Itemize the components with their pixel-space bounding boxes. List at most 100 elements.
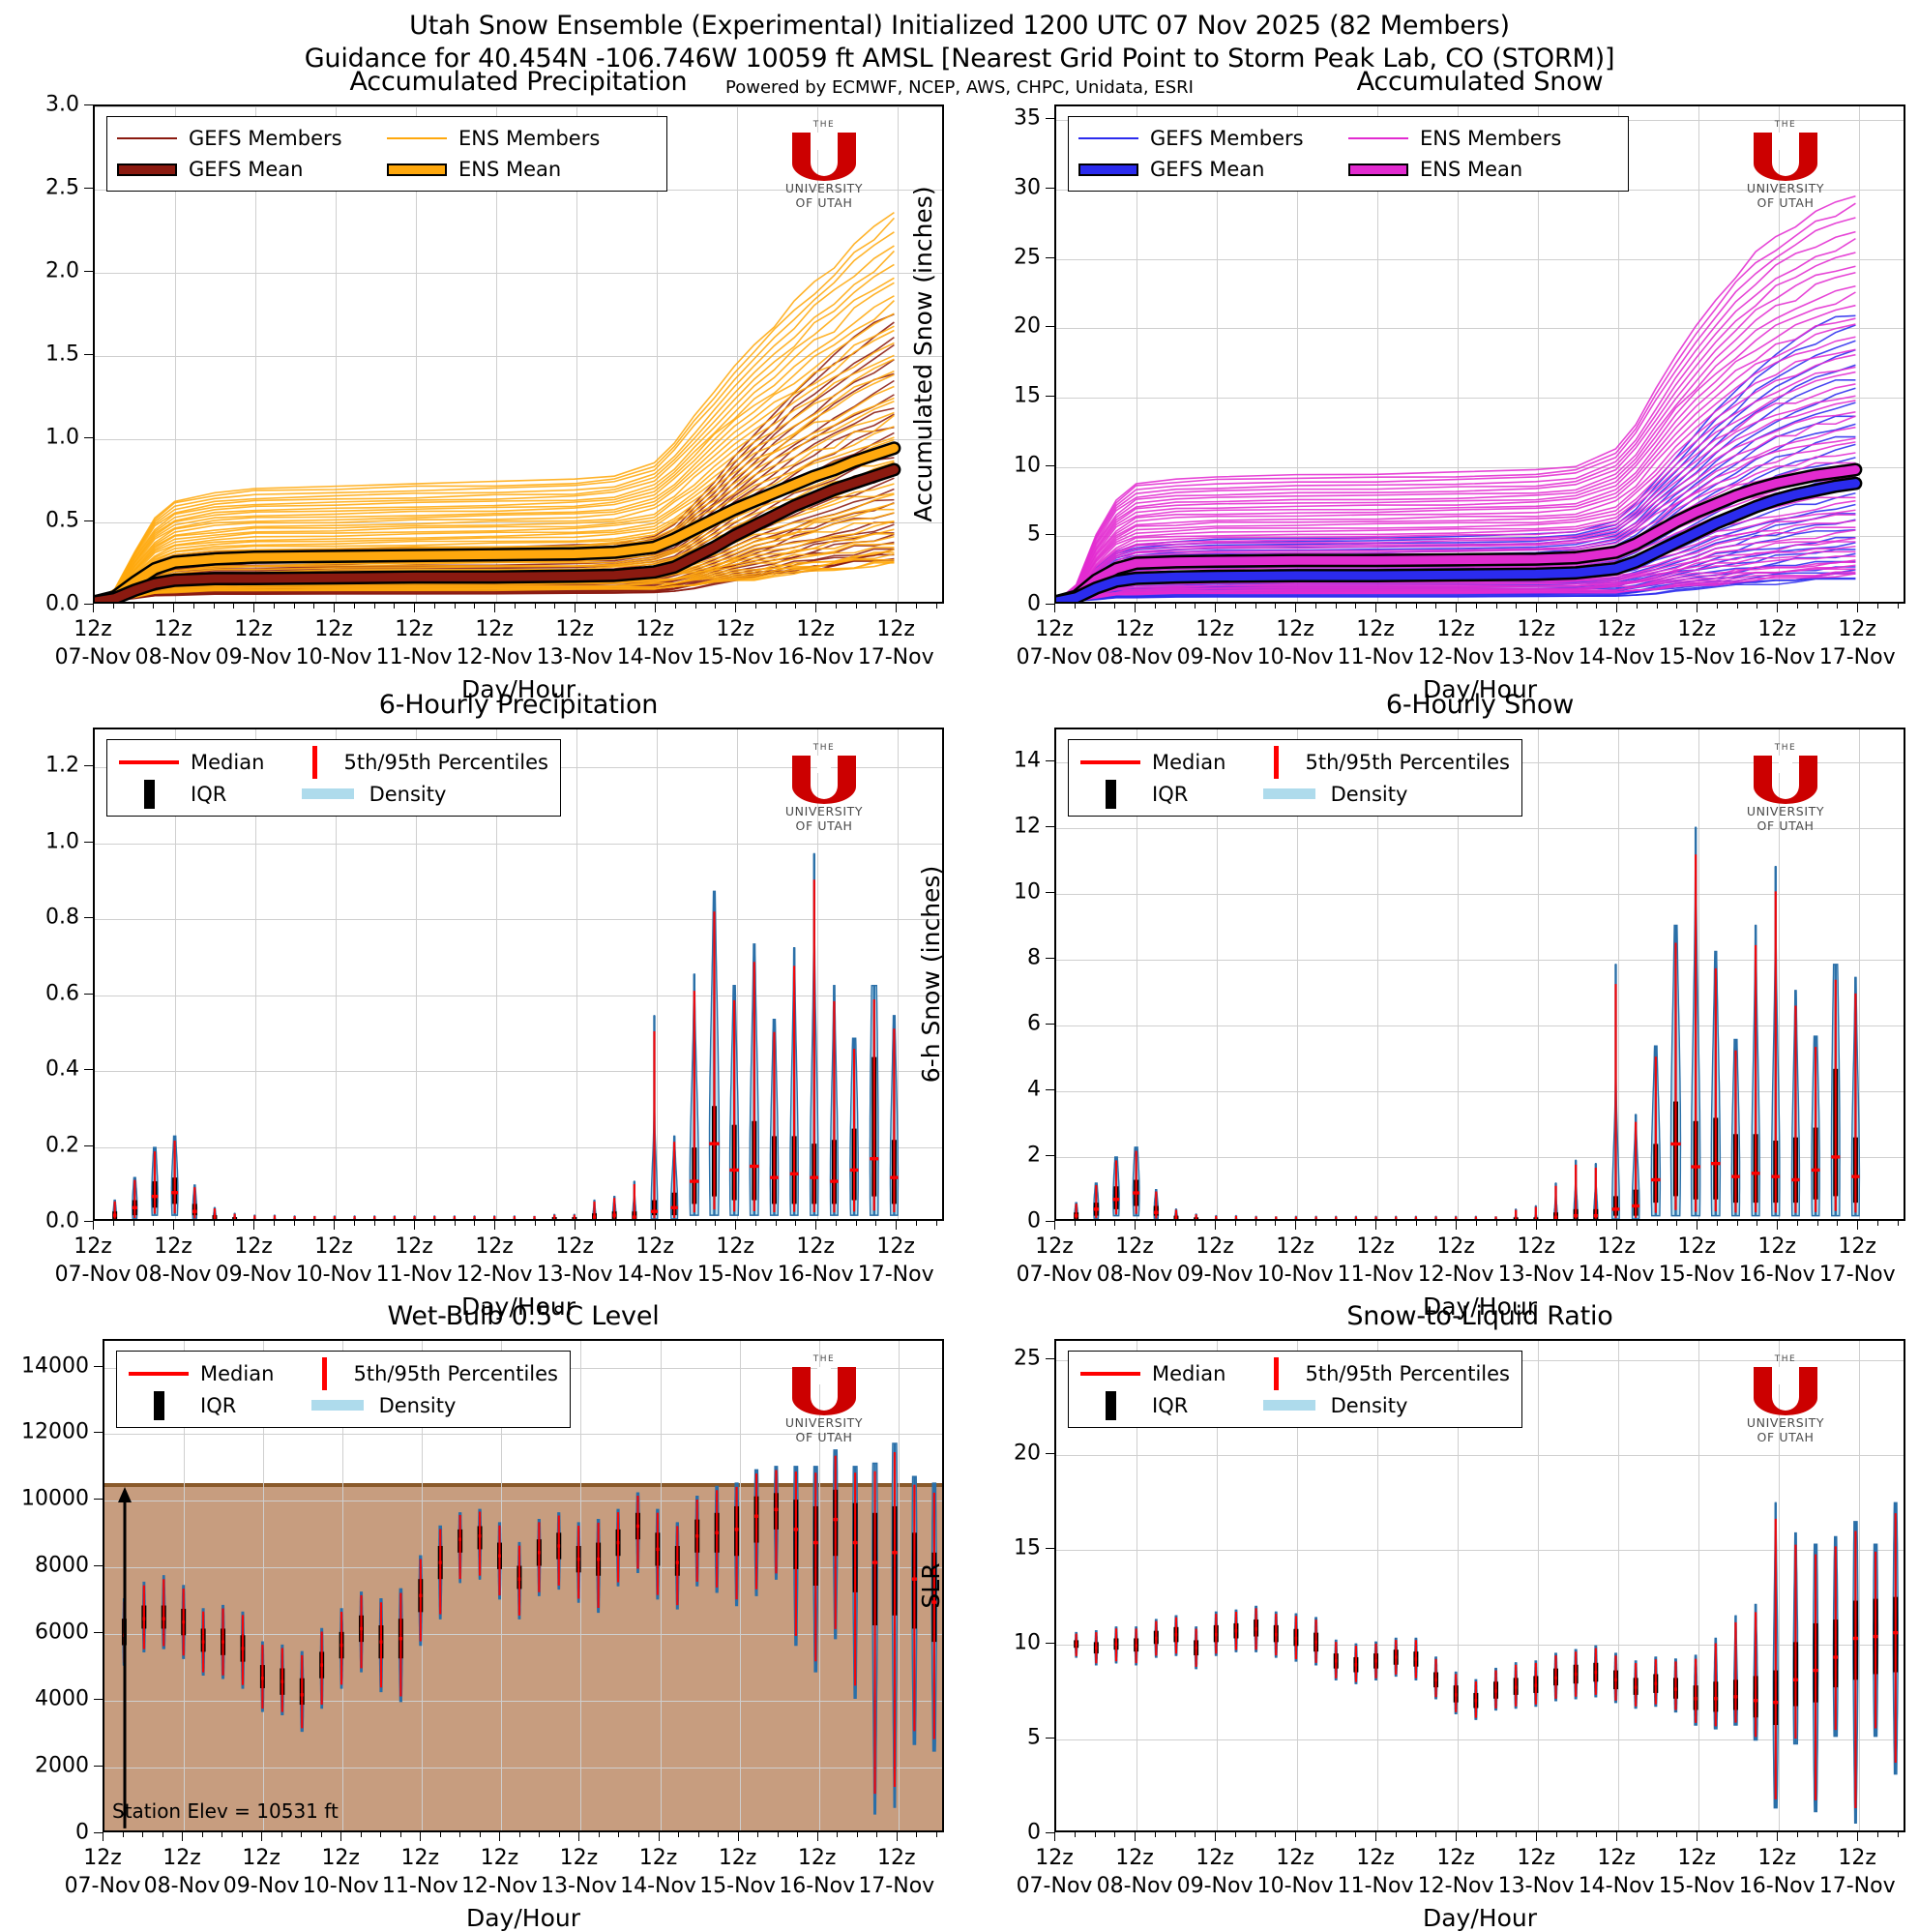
x-minor-tick xyxy=(1636,1221,1638,1226)
x-tick-mark xyxy=(253,1221,255,1230)
legend-row-means: GEFS Mean ENS Mean xyxy=(117,154,657,185)
x-tick-hour: 12z xyxy=(555,1234,594,1259)
x-tick-mark xyxy=(1697,604,1698,612)
y-tick-mark xyxy=(1046,326,1054,328)
x-tick-hour: 12z xyxy=(1436,1846,1475,1870)
x-tick-date: 13-Nov xyxy=(1497,645,1575,669)
x-minor-tick xyxy=(618,1832,620,1837)
x-tick-mark xyxy=(815,604,817,612)
x-tick-label: 12z 16-Nov xyxy=(753,615,878,671)
x-minor-tick xyxy=(122,1832,124,1837)
legend-item-density: Density xyxy=(308,1394,558,1417)
x-tick-label: 12z 17-Nov xyxy=(1794,1844,1919,1900)
x-tick-date: 10-Nov xyxy=(302,1874,379,1898)
x-tick-label: 12z 08-Nov xyxy=(1072,1233,1197,1289)
x-minor-tick xyxy=(293,1221,295,1226)
legend-swatch-median xyxy=(1080,1371,1140,1376)
x-minor-tick xyxy=(935,1221,937,1226)
x-minor-tick xyxy=(1355,1832,1357,1837)
x-minor-tick xyxy=(1174,604,1176,609)
x-minor-tick xyxy=(1074,1221,1076,1226)
logo-of-utah-text: OF UTAH xyxy=(1757,195,1815,210)
x-minor-tick xyxy=(915,604,917,609)
panel-title-accum_snow: Accumulated Snow xyxy=(1356,67,1604,97)
x-minor-tick xyxy=(479,1832,481,1837)
x-minor-tick xyxy=(1114,1221,1116,1226)
x-tick-label: 12z 13-Nov xyxy=(512,615,637,671)
figure-title-block: Utah Snow Ensemble (Experimental) Initia… xyxy=(0,10,1919,101)
x-tick-date: 16-Nov xyxy=(779,1874,856,1898)
x-minor-tick xyxy=(1596,604,1598,609)
x-minor-tick xyxy=(112,1221,114,1226)
x-minor-tick xyxy=(1676,1221,1678,1226)
gridline-vertical xyxy=(1538,729,1540,1219)
gridline-vertical xyxy=(263,1341,265,1830)
x-tick-mark xyxy=(1697,1832,1698,1841)
x-minor-tick xyxy=(856,1832,858,1837)
x-minor-tick xyxy=(694,604,696,609)
y-tick-label: 10 xyxy=(1014,453,1041,478)
x-tick-hour: 12z xyxy=(1276,1846,1314,1870)
y-axis-label-sixh_snow: 6-h Snow (inches) xyxy=(917,865,945,1084)
gridline-horizontal xyxy=(1056,1644,1904,1646)
logo-the-text: THE xyxy=(812,743,836,753)
legend-label-ens-members: ENS Members xyxy=(458,127,601,150)
legend-swatch-gefs-member-line xyxy=(117,137,177,139)
x-tick-date: 15-Nov xyxy=(1658,645,1735,669)
x-minor-tick xyxy=(1816,1221,1818,1226)
ensemble-member-line xyxy=(1056,545,1856,602)
y-tick-mark xyxy=(1046,1155,1054,1156)
x-tick-date: 11-Nov xyxy=(1337,1263,1414,1287)
x-minor-tick xyxy=(1195,1221,1196,1226)
x-tick-hour: 12z xyxy=(314,617,353,641)
block-u-icon xyxy=(792,133,856,181)
x-tick-label: 12z 12-Nov xyxy=(1393,1233,1519,1289)
legend-item-gefs-members: GEFS Members xyxy=(117,127,387,150)
y-tick-mark xyxy=(84,917,93,919)
x-minor-tick xyxy=(1415,604,1417,609)
x-tick-hour: 12z xyxy=(480,1846,519,1870)
y-tick-mark xyxy=(1046,1547,1054,1549)
legend-item-median: Median xyxy=(1080,751,1258,774)
y-tick-label: 0.4 xyxy=(45,1056,79,1082)
logo-of-utah-text: OF UTAH xyxy=(1757,818,1815,833)
x-tick-label: 12z 08-Nov xyxy=(1072,615,1197,671)
x-minor-tick xyxy=(1736,1221,1738,1226)
gridline-vertical xyxy=(416,106,418,602)
y-tick-mark xyxy=(94,1632,103,1634)
x-minor-tick xyxy=(855,1221,857,1226)
ensemble-member-line xyxy=(1056,252,1856,602)
legend-swatch-gefs-mean xyxy=(1078,163,1138,176)
gridline-vertical xyxy=(817,729,819,1219)
x-axis-label-accum_precip: Day/Hour xyxy=(460,675,576,703)
legend-swatch-density xyxy=(298,788,358,799)
violin-group-wetbulb xyxy=(121,1442,938,1815)
gridline-horizontal xyxy=(1056,1091,1904,1092)
x-minor-tick xyxy=(1234,1221,1236,1226)
gridline-vertical xyxy=(737,729,739,1219)
x-tick-label: 12z 14-Nov xyxy=(1553,615,1679,671)
ensemble-member-line xyxy=(1056,317,1856,602)
x-tick-label: 12z 12-Nov xyxy=(1393,615,1519,671)
x-minor-tick xyxy=(1314,604,1316,609)
x-minor-tick xyxy=(162,1832,163,1837)
x-minor-tick xyxy=(1897,1832,1899,1837)
legend-row-members: GEFS Members ENS Members xyxy=(1078,123,1618,154)
x-tick-mark xyxy=(737,1832,739,1841)
ensemble-member-line xyxy=(1056,395,1856,602)
x-minor-tick xyxy=(454,604,456,609)
legend-label-percentiles: 5th/95th Percentiles xyxy=(1305,1361,1510,1385)
y-tick-label: 1.0 xyxy=(45,425,79,450)
ensemble-member-line xyxy=(1056,400,1856,602)
x-minor-tick xyxy=(1716,604,1718,609)
x-tick-mark xyxy=(1215,604,1217,612)
university-of-utah-logo: THE UNIVERSITY OF UTAH xyxy=(1731,743,1840,833)
gridline-horizontal xyxy=(1056,1739,1904,1740)
x-tick-mark xyxy=(575,1221,576,1230)
x-tick-date: 17-Nov xyxy=(857,1263,934,1287)
y-tick-label: 1.2 xyxy=(45,753,79,778)
x-minor-tick xyxy=(213,1221,215,1226)
x-minor-tick xyxy=(1796,1221,1798,1226)
x-tick-hour: 12z xyxy=(154,617,192,641)
ensemble-member-line xyxy=(1056,304,1856,602)
